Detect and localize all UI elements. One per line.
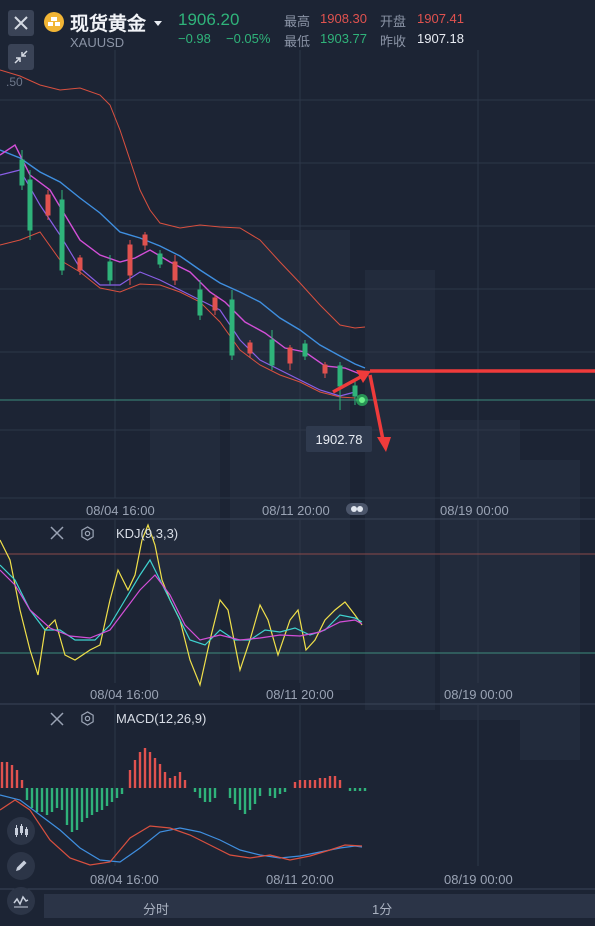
toggle-dots-icon <box>351 506 363 512</box>
low-value: 1903.77 <box>320 31 367 46</box>
price-change-pct: −0.05% <box>226 31 271 46</box>
kdj-time-tick-3: 08/19 00:00 <box>444 687 513 702</box>
high-label: 最高 <box>284 14 311 29</box>
settings-gear-icon <box>81 526 94 541</box>
pencil-icon <box>16 860 27 871</box>
period-tab-bar: 分时 1分 <box>44 894 595 918</box>
price-axis-tick: .50 <box>6 75 23 89</box>
quote-header: 现货黄金 XAUUSD 1906.20 −0.98 −0.05% 最高 1908… <box>0 0 595 50</box>
kdj-k-line <box>0 569 363 641</box>
bollinger-upper <box>0 69 366 329</box>
symbol-name: 现货黄金 <box>70 14 147 35</box>
caret-down-icon <box>154 20 163 26</box>
symbol-code: XAUUSD <box>70 35 125 50</box>
open-label: 开盘 <box>380 14 407 29</box>
last-price: 1906.20 <box>178 10 240 29</box>
candlestick-tool-button[interactable] <box>7 817 35 845</box>
kdj-settings-button[interactable] <box>80 526 95 546</box>
macd-title: MACD(12,26,9) <box>116 711 207 726</box>
kdj-d-line <box>0 558 363 646</box>
kdj-grid <box>114 520 479 683</box>
low-label: 最低 <box>284 34 311 49</box>
kdj-time-tick-1: 08/04 16:00 <box>90 687 159 702</box>
macd-close-button[interactable] <box>50 712 64 731</box>
indicator-tool-button[interactable] <box>7 887 35 915</box>
draw-tool-button[interactable] <box>7 852 35 880</box>
chart-toggle-button[interactable] <box>346 503 368 515</box>
kdj-close-button[interactable] <box>50 526 64 545</box>
high-value: 1908.30 <box>320 11 367 26</box>
symbol-selector[interactable]: 现货黄金 <box>70 9 164 36</box>
main-time-tick-2: 08/11 20:00 <box>262 503 330 518</box>
kdj-title: KDJ(9,3,3) <box>116 526 179 541</box>
kdj-time-tick-2: 08/11 20:00 <box>266 687 334 702</box>
main-time-tick-3: 08/19 00:00 <box>440 503 509 518</box>
ma-magenta <box>0 143 361 375</box>
annotation-arrows <box>332 369 595 452</box>
background-skyline <box>150 230 580 760</box>
macd-time-tick-2: 08/11 20:00 <box>266 872 334 887</box>
prev-close-value: 1907.18 <box>417 31 464 46</box>
candlestick-icon <box>15 824 28 837</box>
indicator-icon <box>13 895 29 908</box>
main-time-tick-1: 08/04 16:00 <box>86 503 155 518</box>
macd-histogram <box>0 748 367 832</box>
price-change: −0.98 <box>178 31 211 46</box>
close-icon <box>14 16 28 30</box>
macd-time-tick-1: 08/04 16:00 <box>90 872 159 887</box>
close-icon <box>50 526 64 540</box>
tab-time-sharing[interactable]: 分时 <box>143 902 170 917</box>
ma-blue <box>0 149 366 369</box>
settings-gear-icon <box>81 711 94 726</box>
prev-close-label: 昨收 <box>380 34 407 49</box>
main-grid <box>0 50 595 499</box>
macd-settings-button[interactable] <box>80 711 95 731</box>
price-tag: 1902.78 <box>315 432 363 447</box>
close-icon <box>50 712 64 726</box>
gold-coin-icon <box>44 12 64 32</box>
tab-1min[interactable]: 1分 <box>372 902 393 917</box>
price-tag-box <box>306 426 372 452</box>
macd-dea-line <box>0 794 363 863</box>
close-button[interactable] <box>8 10 34 36</box>
macd-dif-line <box>0 799 363 866</box>
macd-time-tick-3: 08/19 00:00 <box>444 872 513 887</box>
collapse-button[interactable] <box>8 44 34 70</box>
open-value: 1907.41 <box>417 11 464 26</box>
candlesticks <box>19 150 368 410</box>
collapse-arrows-icon <box>14 50 28 64</box>
